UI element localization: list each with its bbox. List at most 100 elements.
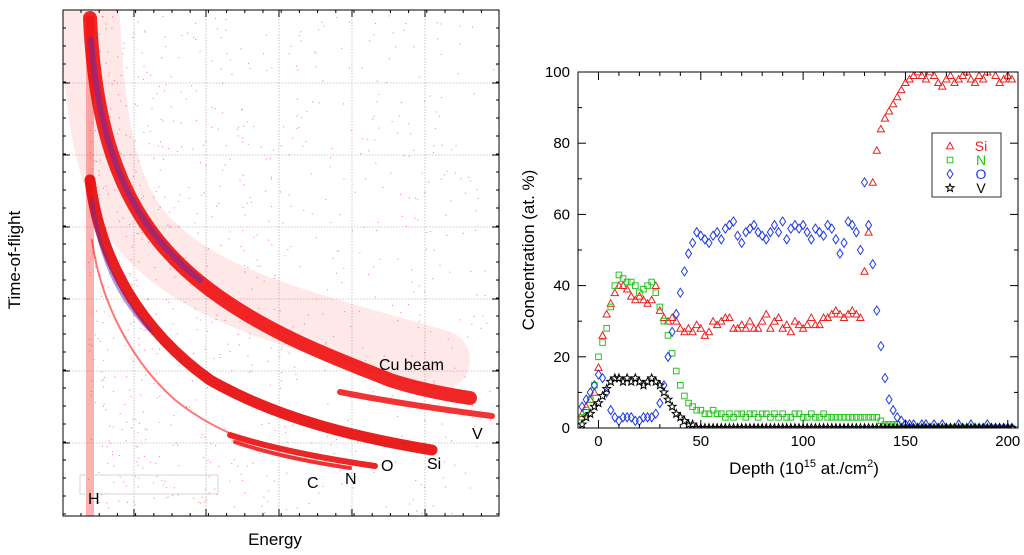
point-o	[832, 233, 840, 245]
legend-label-n: N	[976, 152, 986, 168]
point-v	[593, 397, 604, 408]
legend-marker-o	[946, 168, 954, 180]
y-axis-title-concentration: Concentration (at. %)	[519, 170, 538, 331]
point-n	[656, 303, 664, 311]
point-si	[765, 323, 775, 332]
point-n	[734, 410, 741, 418]
band-c	[91, 239, 261, 446]
point-n	[672, 367, 680, 375]
band-si	[84, 174, 438, 456]
point-o	[783, 233, 791, 245]
depth-profile-tick-labels: 0 50 100 150 200 0 20 40 60 80 100	[545, 64, 1020, 450]
point-si	[704, 327, 714, 336]
point-v	[1006, 422, 1018, 428]
point-si	[737, 320, 747, 329]
depth-ytick-label-0: 0	[562, 420, 570, 437]
point-o	[889, 404, 897, 416]
point-si	[868, 177, 878, 186]
point-si	[675, 323, 685, 332]
point-si	[847, 305, 857, 314]
point-si	[970, 78, 980, 87]
point-n	[848, 414, 856, 421]
point-n	[795, 410, 803, 418]
point-si	[692, 320, 702, 329]
point-v	[634, 376, 645, 387]
point-si	[610, 288, 620, 297]
point-o	[689, 237, 697, 249]
point-o	[627, 411, 635, 423]
point-o	[815, 226, 824, 238]
point-n	[726, 410, 733, 418]
hydrogen-region	[79, 474, 219, 495]
point-n	[824, 414, 831, 421]
point-n	[783, 414, 791, 421]
depth-xtick-label-2: 100	[791, 433, 816, 450]
point-n	[640, 285, 647, 293]
point-n	[910, 424, 917, 428]
point-o	[652, 408, 660, 420]
point-o	[578, 401, 586, 413]
point-o	[799, 219, 807, 231]
point-o	[967, 419, 975, 428]
series-v	[578, 372, 1018, 428]
point-o	[824, 219, 832, 231]
point-o	[869, 258, 877, 270]
tof-ticks	[63, 10, 499, 516]
point-o	[664, 351, 672, 363]
point-n	[750, 410, 758, 418]
point-si	[688, 327, 698, 336]
point-si	[913, 72, 923, 76]
point-n	[832, 414, 840, 421]
point-si	[761, 309, 771, 318]
point-n	[717, 410, 725, 418]
point-n	[996, 424, 1003, 428]
point-si	[880, 113, 890, 122]
point-n	[632, 282, 639, 289]
x-axis-title-energy: Energy	[248, 530, 302, 549]
legend-label-o: O	[976, 166, 987, 182]
band-n	[233, 440, 352, 470]
point-n	[808, 410, 815, 418]
point-si	[933, 78, 943, 87]
point-si	[917, 72, 927, 79]
point-o	[582, 394, 590, 405]
point-n	[803, 414, 811, 421]
point-n	[595, 353, 602, 361]
point-n	[836, 414, 844, 421]
point-o	[758, 230, 766, 242]
point-v	[687, 418, 698, 428]
depth-ytick-label-4: 80	[553, 135, 570, 152]
point-si	[626, 291, 636, 300]
point-si	[708, 316, 718, 325]
point-si	[937, 81, 947, 90]
point-v	[658, 386, 670, 397]
point-o	[910, 419, 918, 428]
point-si	[855, 313, 865, 322]
point-n	[705, 410, 713, 418]
point-n	[619, 275, 627, 282]
point-n	[926, 424, 934, 428]
point-o	[705, 237, 713, 249]
point-n	[607, 303, 615, 311]
point-si	[921, 74, 931, 83]
point-n	[615, 271, 623, 279]
point-n	[677, 381, 684, 389]
label-c: C	[307, 475, 319, 492]
depth-ytick-label-3: 60	[553, 206, 570, 223]
point-o	[598, 372, 607, 384]
tof-zero-energy-ridge	[86, 16, 94, 516]
point-o	[922, 419, 930, 428]
point-si	[606, 298, 616, 307]
point-n	[861, 414, 868, 421]
point-n	[681, 392, 688, 400]
point-v	[601, 383, 612, 394]
point-si	[815, 320, 824, 329]
point-si	[782, 320, 792, 329]
point-o	[680, 265, 689, 277]
point-o	[865, 219, 873, 231]
point-n	[775, 414, 782, 421]
point-si	[966, 74, 976, 83]
point-si	[892, 92, 902, 101]
point-si	[745, 316, 755, 325]
point-si	[741, 323, 751, 332]
